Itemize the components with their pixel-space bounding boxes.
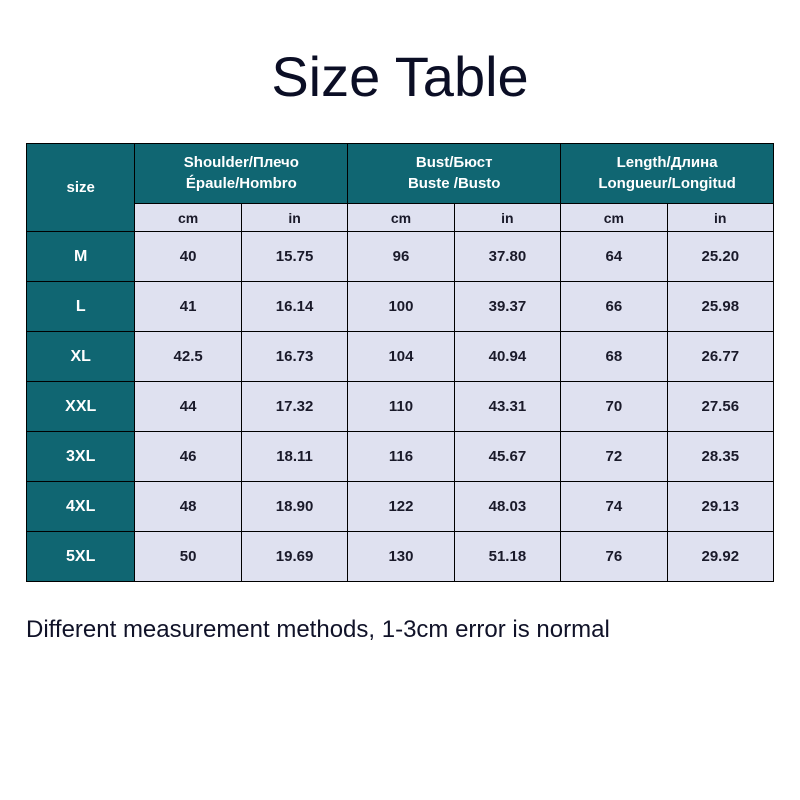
data-cell: 25.98: [667, 282, 773, 332]
header-length-line1: Length/Длина: [617, 154, 718, 171]
data-cell: 40: [135, 232, 241, 282]
data-cell: 42.5: [135, 332, 241, 382]
size-label: XXL: [27, 382, 135, 432]
data-cell: 74: [561, 482, 667, 532]
data-cell: 29.92: [667, 532, 773, 582]
data-cell: 100: [348, 282, 454, 332]
table-row: 3XL 46 18.11 116 45.67 72 28.35: [27, 432, 774, 482]
table-row: XL 42.5 16.73 104 40.94 68 26.77: [27, 332, 774, 382]
data-cell: 72: [561, 432, 667, 482]
size-table: size Shoulder/Плечо Épaule/Hombro Bust/Б…: [26, 143, 774, 582]
table-row: L 41 16.14 100 39.37 66 25.98: [27, 282, 774, 332]
header-length: Length/Длина Longueur/Longitud: [561, 144, 774, 204]
data-cell: 46: [135, 432, 241, 482]
header-row-groups: size Shoulder/Плечо Épaule/Hombro Bust/Б…: [27, 144, 774, 204]
data-cell: 76: [561, 532, 667, 582]
unit-cell: cm: [348, 204, 454, 232]
size-label: 5XL: [27, 532, 135, 582]
data-cell: 48: [135, 482, 241, 532]
data-cell: 64: [561, 232, 667, 282]
size-table-container: size Shoulder/Плечо Épaule/Hombro Bust/Б…: [0, 143, 800, 582]
data-cell: 110: [348, 382, 454, 432]
data-cell: 41: [135, 282, 241, 332]
data-cell: 43.31: [454, 382, 560, 432]
header-row-units: cm in cm in cm in: [27, 204, 774, 232]
header-shoulder-line2: Épaule/Hombro: [186, 175, 297, 192]
unit-cell: in: [667, 204, 773, 232]
data-cell: 44: [135, 382, 241, 432]
data-cell: 51.18: [454, 532, 560, 582]
header-bust-line1: Bust/Бюст: [416, 154, 493, 171]
page-title: Size Table: [0, 0, 800, 143]
size-label: M: [27, 232, 135, 282]
header-shoulder-line1: Shoulder/Плечо: [184, 154, 299, 171]
header-bust: Bust/Бюст Buste /Busto: [348, 144, 561, 204]
data-cell: 50: [135, 532, 241, 582]
data-cell: 68: [561, 332, 667, 382]
data-cell: 29.13: [667, 482, 773, 532]
header-shoulder: Shoulder/Плечо Épaule/Hombro: [135, 144, 348, 204]
data-cell: 19.69: [241, 532, 347, 582]
table-row: XXL 44 17.32 110 43.31 70 27.56: [27, 382, 774, 432]
data-cell: 28.35: [667, 432, 773, 482]
data-cell: 37.80: [454, 232, 560, 282]
data-cell: 18.11: [241, 432, 347, 482]
size-label: 3XL: [27, 432, 135, 482]
data-cell: 39.37: [454, 282, 560, 332]
data-cell: 122: [348, 482, 454, 532]
unit-cell: in: [454, 204, 560, 232]
data-cell: 130: [348, 532, 454, 582]
size-label: XL: [27, 332, 135, 382]
header-length-line2: Longueur/Longitud: [598, 175, 735, 192]
data-cell: 116: [348, 432, 454, 482]
header-size: size: [27, 144, 135, 232]
table-row: 5XL 50 19.69 130 51.18 76 29.92: [27, 532, 774, 582]
data-cell: 16.73: [241, 332, 347, 382]
table-row: M 40 15.75 96 37.80 64 25.20: [27, 232, 774, 282]
header-bust-line2: Buste /Busto: [408, 175, 501, 192]
data-cell: 96: [348, 232, 454, 282]
data-cell: 70: [561, 382, 667, 432]
data-cell: 27.56: [667, 382, 773, 432]
data-cell: 15.75: [241, 232, 347, 282]
data-cell: 17.32: [241, 382, 347, 432]
data-cell: 48.03: [454, 482, 560, 532]
data-cell: 104: [348, 332, 454, 382]
unit-cell: cm: [561, 204, 667, 232]
data-cell: 25.20: [667, 232, 773, 282]
data-cell: 40.94: [454, 332, 560, 382]
table-row: 4XL 48 18.90 122 48.03 74 29.13: [27, 482, 774, 532]
data-cell: 18.90: [241, 482, 347, 532]
data-cell: 45.67: [454, 432, 560, 482]
footer-note: Different measurement methods, 1-3cm err…: [0, 582, 800, 644]
size-label: 4XL: [27, 482, 135, 532]
data-cell: 16.14: [241, 282, 347, 332]
data-cell: 26.77: [667, 332, 773, 382]
unit-cell: in: [241, 204, 347, 232]
size-label: L: [27, 282, 135, 332]
data-cell: 66: [561, 282, 667, 332]
unit-cell: cm: [135, 204, 241, 232]
